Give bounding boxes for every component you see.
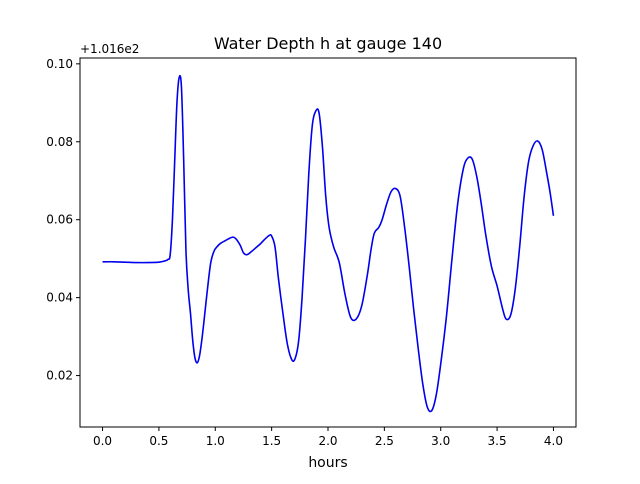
y-tick-label: 0.08 — [46, 135, 73, 149]
y-tick-label: 0.06 — [46, 213, 73, 227]
x-tick-label: 2.5 — [375, 434, 394, 448]
x-tick-label: 1.5 — [262, 434, 281, 448]
x-tick-label: 4.0 — [544, 434, 563, 448]
x-tick-label: 0.0 — [93, 434, 112, 448]
y-axis-ticks: 0.02 0.04 0.06 0.08 0.10 — [46, 57, 80, 383]
x-axis-ticks: 0.0 0.5 1.0 1.5 2.0 2.5 3.0 3.5 4.0 — [93, 427, 563, 448]
x-axis-label: hours — [308, 455, 347, 471]
x-tick-label: 1.0 — [206, 434, 225, 448]
y-axis-offset-label: +1.016e2 — [80, 42, 139, 56]
x-tick-label: 3.5 — [488, 434, 507, 448]
x-tick-label: 3.0 — [431, 434, 450, 448]
series-line-0 — [102, 74, 555, 413]
y-tick-label: 0.04 — [46, 291, 73, 305]
series-group — [102, 74, 555, 413]
chart-title: Water Depth h at gauge 140 — [214, 34, 442, 53]
x-tick-label: 0.5 — [149, 434, 168, 448]
x-tick-label: 2.0 — [318, 434, 337, 448]
y-tick-label: 0.10 — [46, 57, 73, 71]
y-tick-label: 0.02 — [46, 369, 73, 383]
